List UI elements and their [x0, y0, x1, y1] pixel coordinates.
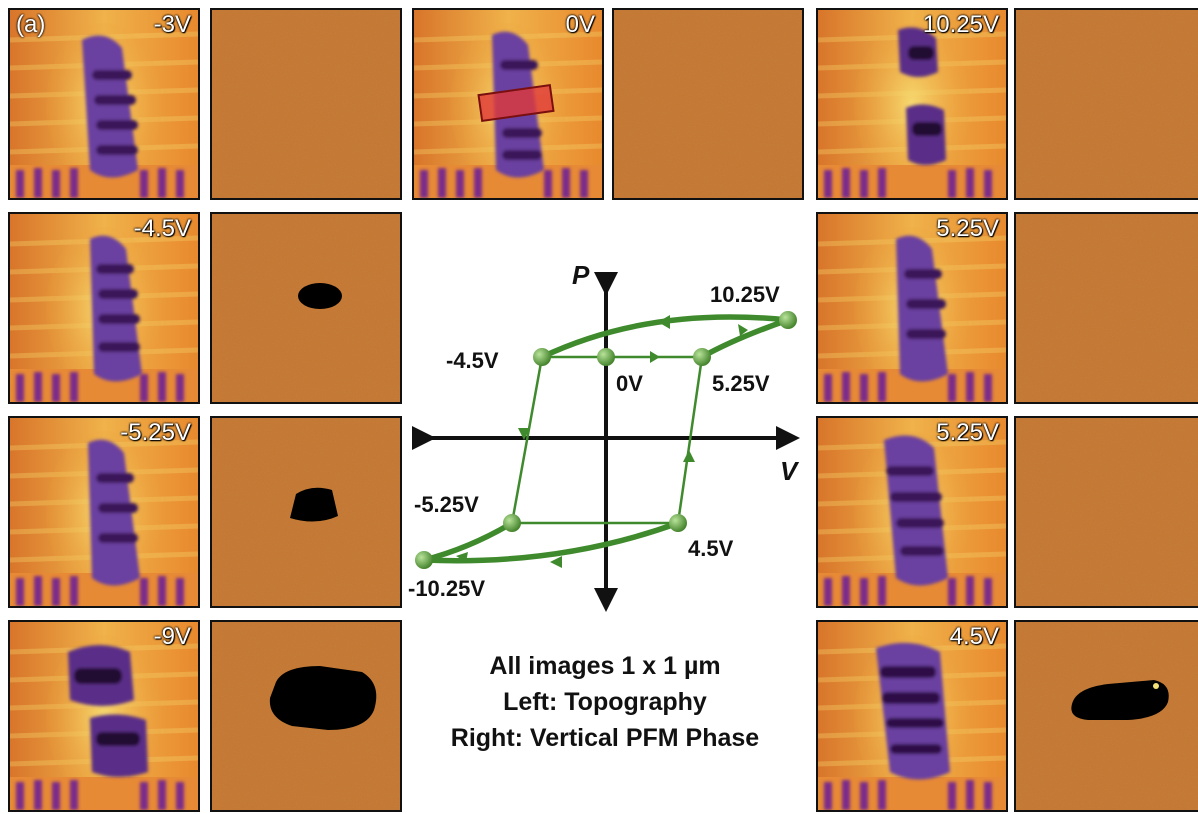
point-label-m10.25v: -10.25V — [408, 576, 485, 601]
phase-panel-6 — [210, 416, 402, 608]
point-label-p4.5v: 4.5V — [688, 536, 734, 561]
topography-panel-6: -5.25V — [8, 416, 200, 608]
caption-line-left: Left: Topography — [503, 688, 707, 716]
topography-image — [818, 10, 1006, 198]
phase-image — [212, 214, 400, 402]
topography-image — [10, 418, 198, 606]
hysteresis-loop-diagram: P V 0V -4.5V 5.25V 10.25V -5.25V 4.5 — [408, 260, 800, 612]
v-axis-label: V — [780, 456, 800, 486]
voltage-label: 4.5V — [949, 623, 999, 650]
phase-image — [212, 10, 400, 198]
point-label-m5.25v: -5.25V — [414, 492, 479, 517]
phase-panel-4 — [210, 212, 402, 404]
topography-panel-3: 10.25V — [816, 8, 1008, 200]
phase-image — [212, 622, 400, 810]
voltage-label: 0V — [565, 11, 595, 38]
topography-image — [818, 418, 1006, 606]
phase-image — [1016, 622, 1198, 810]
switched-domain — [1071, 680, 1169, 720]
phase-image — [1016, 214, 1198, 402]
phase-panel-1 — [210, 8, 402, 200]
phase-panel-9 — [1014, 620, 1198, 812]
phase-panel-8 — [210, 620, 402, 812]
figure-panel-label: (a) — [16, 11, 46, 38]
topography-panel-1: (a) -3V — [8, 8, 200, 200]
switched-domain — [298, 283, 342, 309]
switched-domain — [269, 666, 377, 730]
point-label-p10.25v: 10.25V — [710, 282, 780, 307]
point-label-p5.25v: 5.25V — [712, 371, 770, 396]
caption-line-right: Right: Vertical PFM Phase — [450, 724, 760, 752]
topography-panel-5: 5.25V — [816, 212, 1008, 404]
voltage-label: -4.5V — [133, 215, 191, 242]
topography-image — [818, 622, 1006, 810]
loop-points — [415, 311, 797, 569]
p-axis-label: P — [572, 260, 590, 290]
voltage-label: 10.25V — [922, 11, 999, 38]
phase-image — [212, 418, 400, 606]
topography-panel-4: -4.5V — [8, 212, 200, 404]
topography-panel-2: 0V — [412, 8, 604, 200]
point-label-m4.5v: -4.5V — [446, 348, 499, 373]
loop-path — [510, 355, 704, 525]
voltage-label: 5.25V — [936, 419, 999, 446]
topography-image — [10, 622, 198, 810]
topography-panel-7: 5.25V — [816, 416, 1008, 608]
voltage-label: -9V — [153, 623, 191, 650]
phase-image — [1016, 418, 1198, 606]
topography-panel-8: -9V — [8, 620, 200, 812]
scan-region-marker — [477, 83, 555, 123]
voltage-label: -5.25V — [120, 419, 191, 446]
topography-image — [10, 10, 198, 198]
phase-panel-3 — [1014, 8, 1198, 200]
voltage-label: -3V — [153, 11, 191, 38]
point-label-0v: 0V — [616, 371, 643, 396]
topography-image — [414, 10, 602, 198]
caption-line-scale: All images 1 x 1 µm — [489, 652, 721, 680]
switched-domain — [290, 487, 338, 522]
voltage-label: 5.25V — [936, 215, 999, 242]
phase-panel-7 — [1014, 416, 1198, 608]
figure-caption: All images 1 x 1 µm Left: Topography Rig… — [400, 648, 810, 756]
topography-image — [818, 214, 1006, 402]
phase-image — [1016, 10, 1198, 198]
phase-panel-2 — [612, 8, 804, 200]
phase-panel-5 — [1014, 212, 1198, 404]
topography-panel-9: 4.5V — [816, 620, 1008, 812]
phase-image — [614, 10, 802, 198]
topography-image — [10, 214, 198, 402]
